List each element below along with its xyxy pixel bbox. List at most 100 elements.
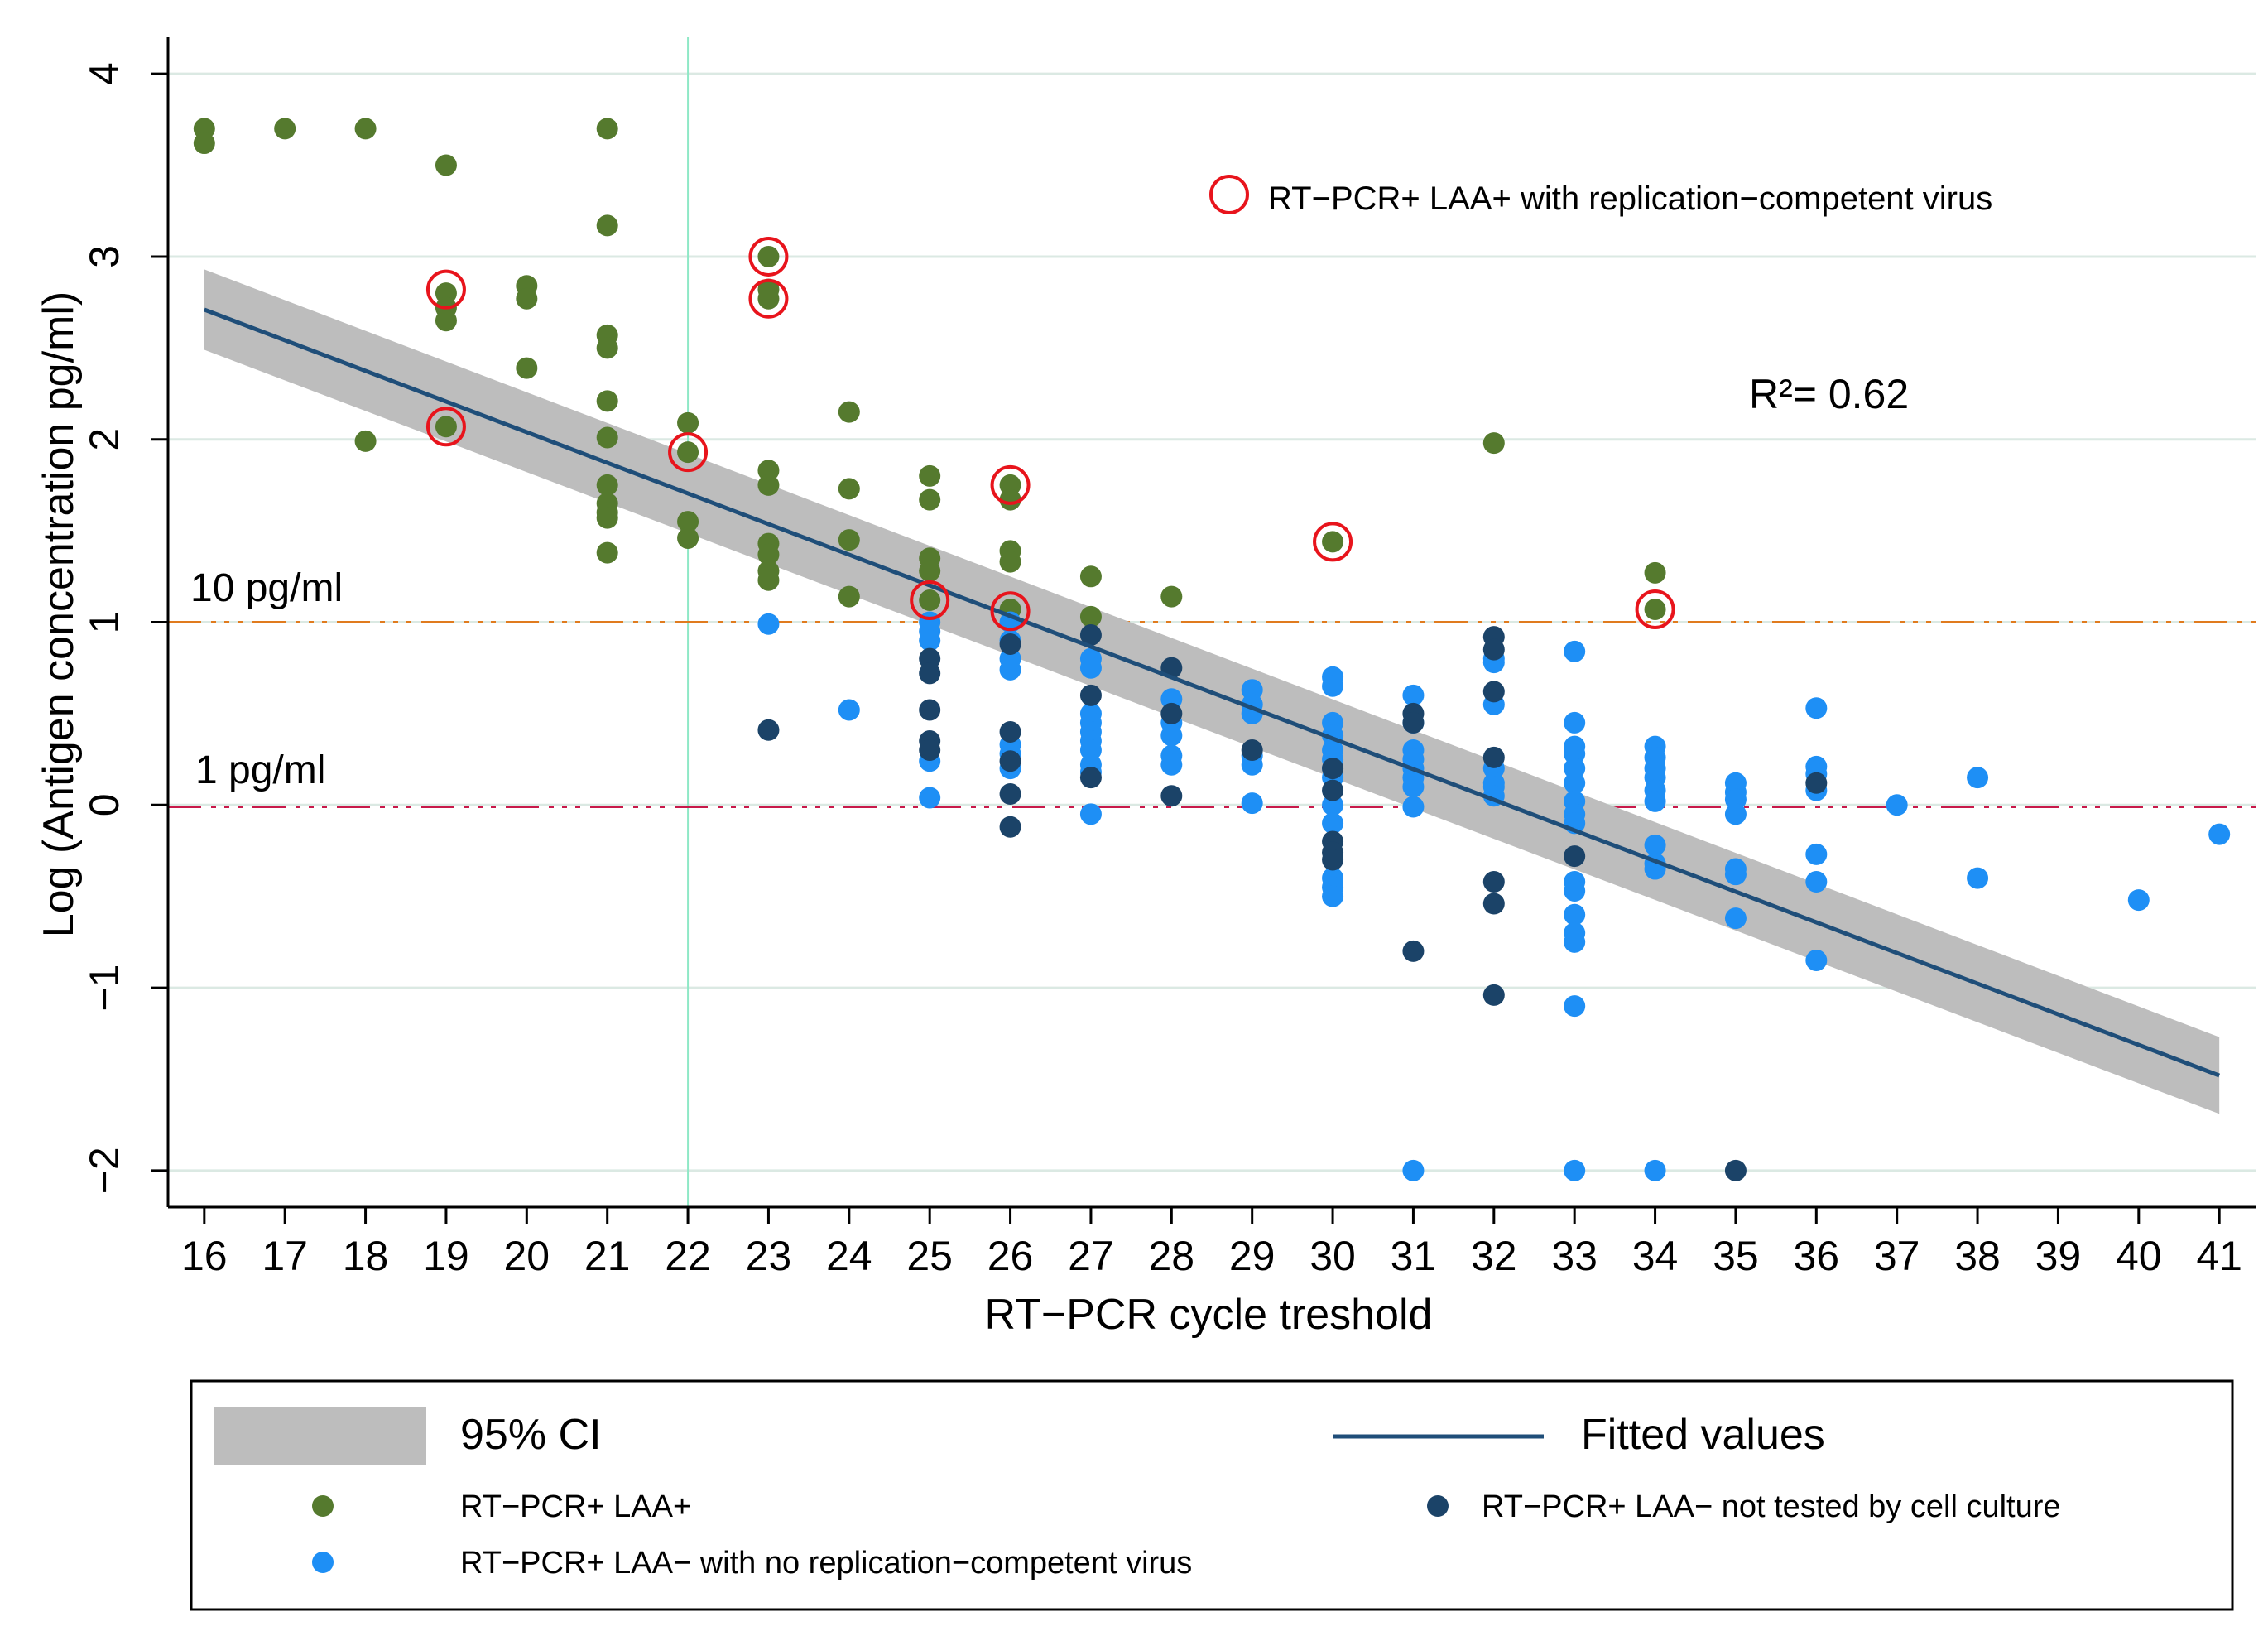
x-tick-label: 25 bbox=[906, 1233, 953, 1279]
x-tick-label: 26 bbox=[987, 1233, 1034, 1279]
replication-competent-circle bbox=[1635, 589, 1675, 630]
x-tick-label: 24 bbox=[826, 1233, 872, 1279]
point-laa-positive bbox=[919, 560, 941, 582]
point-no-replication bbox=[1886, 794, 1908, 816]
point-not-tested bbox=[919, 739, 941, 762]
point-laa-positive bbox=[757, 287, 780, 310]
point-laa-positive bbox=[596, 541, 618, 564]
point-no-replication bbox=[1805, 949, 1828, 971]
point-laa-positive bbox=[596, 337, 618, 359]
x-tick-label: 35 bbox=[1713, 1233, 1759, 1279]
x-tick-label: 18 bbox=[343, 1233, 389, 1279]
point-laa-positive bbox=[596, 474, 618, 496]
point-not-tested bbox=[1160, 785, 1183, 807]
point-laa-positive bbox=[596, 390, 618, 412]
point-laa-positive bbox=[838, 478, 860, 500]
point-no-replication bbox=[919, 787, 941, 809]
ref-line-1-label: 1 pg/ml bbox=[195, 748, 325, 792]
point-laa-positive bbox=[999, 488, 1021, 511]
point-no-replication bbox=[1644, 834, 1666, 856]
point-no-replication bbox=[1724, 864, 1747, 886]
y-tick-label: −2 bbox=[81, 1147, 127, 1194]
point-not-tested bbox=[757, 719, 780, 741]
point-not-tested bbox=[1482, 681, 1505, 703]
point-laa-positive bbox=[757, 543, 780, 565]
x-tick-label: 17 bbox=[262, 1233, 308, 1279]
point-no-replication bbox=[2127, 889, 2150, 912]
x-tick-label: 28 bbox=[1149, 1233, 1195, 1279]
point-not-tested bbox=[999, 750, 1021, 772]
x-tick-label: 32 bbox=[1471, 1233, 1517, 1279]
point-laa-positive bbox=[1079, 565, 1102, 588]
point-not-tested bbox=[1482, 746, 1505, 768]
x-tick-label: 40 bbox=[2116, 1233, 2162, 1279]
point-no-replication bbox=[1805, 871, 1828, 893]
point-not-tested bbox=[1322, 849, 1344, 871]
point-laa-positive bbox=[274, 118, 296, 140]
point-laa-positive bbox=[596, 426, 618, 449]
x-tick-label: 20 bbox=[504, 1233, 550, 1279]
x-tick-label: 38 bbox=[1954, 1233, 2001, 1279]
point-no-replication bbox=[1805, 843, 1828, 865]
x-tick-label: 16 bbox=[181, 1233, 228, 1279]
point-not-tested bbox=[1241, 739, 1263, 762]
point-laa-positive bbox=[596, 214, 618, 237]
point-no-replication bbox=[1402, 684, 1425, 706]
point-no-replication bbox=[1564, 1159, 1586, 1181]
point-no-replication bbox=[1564, 880, 1586, 902]
point-not-tested bbox=[1402, 711, 1425, 734]
point-not-tested bbox=[1322, 779, 1344, 801]
point-no-replication bbox=[1564, 772, 1586, 794]
legend-no-rep-label: RT−PCR+ LAA− with no replication−compete… bbox=[460, 1546, 1192, 1581]
point-not-tested bbox=[1079, 684, 1102, 706]
legend-not-tested-label: RT−PCR+ LAA− not tested by cell culture bbox=[1482, 1489, 2061, 1524]
x-tick-label: 30 bbox=[1309, 1233, 1356, 1279]
point-laa-positive bbox=[1322, 531, 1344, 553]
point-not-tested bbox=[1564, 845, 1586, 868]
point-no-replication bbox=[1564, 711, 1586, 734]
point-laa-positive bbox=[435, 310, 457, 332]
legend-no-rep-marker bbox=[312, 1552, 334, 1573]
point-no-replication bbox=[1805, 697, 1828, 719]
y-tick-label: 4 bbox=[81, 62, 127, 85]
replication-competent-circle bbox=[910, 580, 950, 621]
point-no-replication bbox=[1079, 657, 1102, 679]
replication-competent-circle bbox=[425, 269, 466, 310]
point-no-replication bbox=[919, 629, 941, 652]
point-not-tested bbox=[919, 699, 941, 721]
point-laa-positive bbox=[677, 441, 699, 464]
point-laa-positive bbox=[677, 411, 699, 434]
point-laa-positive bbox=[193, 132, 215, 155]
point-laa-positive bbox=[757, 569, 780, 591]
y-tick-label: 2 bbox=[81, 428, 127, 451]
x-tick-label: 19 bbox=[423, 1233, 469, 1279]
point-no-replication bbox=[838, 699, 860, 721]
legend-ci-swatch bbox=[214, 1407, 426, 1465]
point-no-replication bbox=[1241, 792, 1263, 815]
annotation-text: RT−PCR+ LAA+ with replication−competent … bbox=[1268, 180, 1992, 217]
x-axis-title: RT−PCR cycle treshold bbox=[985, 1291, 1433, 1339]
point-laa-positive bbox=[1644, 599, 1666, 621]
point-laa-positive bbox=[919, 488, 941, 511]
point-not-tested bbox=[1402, 940, 1425, 962]
x-tick-label: 34 bbox=[1632, 1233, 1679, 1279]
point-no-replication bbox=[1967, 767, 1989, 789]
point-laa-positive bbox=[516, 287, 538, 310]
fitted-line bbox=[203, 307, 2221, 1078]
point-no-replication bbox=[1160, 753, 1183, 776]
point-no-replication bbox=[999, 658, 1021, 681]
x-tick-label: 29 bbox=[1229, 1233, 1276, 1279]
point-laa-positive bbox=[999, 551, 1021, 573]
point-no-replication bbox=[1322, 675, 1344, 697]
point-no-replication bbox=[1724, 907, 1747, 930]
point-no-replication bbox=[1322, 885, 1344, 907]
point-no-replication bbox=[1564, 640, 1586, 662]
point-laa-positive bbox=[838, 529, 860, 551]
y-tick-label: 0 bbox=[81, 793, 127, 816]
point-no-replication bbox=[2208, 823, 2231, 845]
point-laa-positive bbox=[596, 507, 618, 529]
point-laa-positive bbox=[919, 464, 941, 487]
point-not-tested bbox=[1805, 772, 1828, 794]
replication-competent-circle bbox=[748, 236, 789, 277]
point-not-tested bbox=[999, 633, 1021, 655]
